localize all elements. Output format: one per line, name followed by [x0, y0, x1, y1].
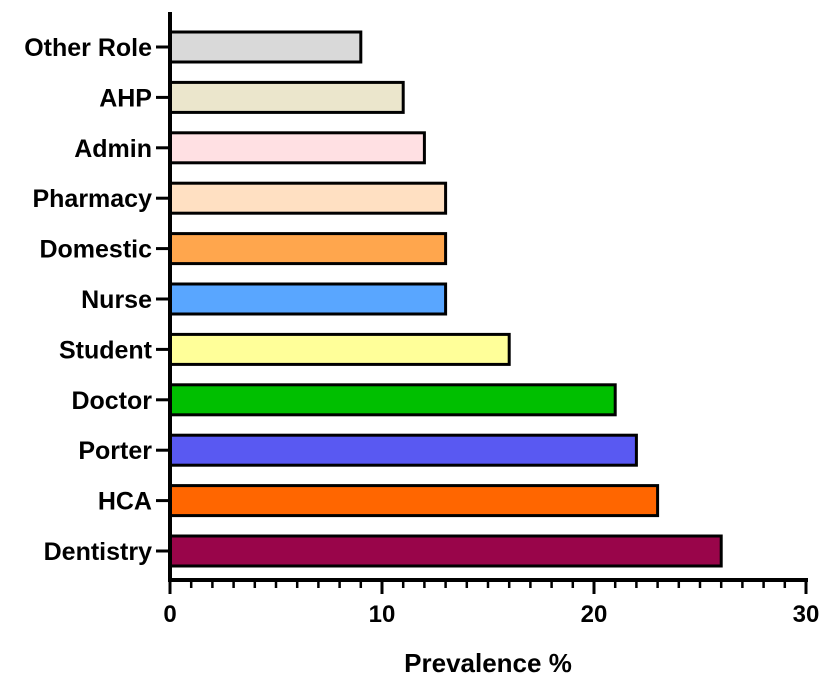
- bar-domestic: [168, 232, 448, 266]
- category-label-admin: Admin: [74, 135, 152, 163]
- bar-doctor: [168, 383, 617, 417]
- bar-nurse: [168, 282, 448, 316]
- category-label-dentistry: Dentistry: [44, 538, 152, 566]
- category-label-pharmacy: Pharmacy: [32, 185, 152, 213]
- bar-dentistry: [168, 534, 723, 568]
- category-label-domestic: Domestic: [39, 236, 152, 264]
- bar-admin: [168, 131, 426, 165]
- x-tick-label-20: 20: [581, 601, 608, 628]
- category-label-ahp: AHP: [99, 84, 152, 112]
- x-tick-label-30: 30: [793, 601, 820, 628]
- category-label-nurse: Nurse: [81, 286, 152, 314]
- bar-ahp: [168, 80, 405, 114]
- labels-layer: Other Role AHP Admin Pharmacy Domestic Nurse S…: [24, 34, 819, 628]
- x-axis-title: Prevalence %: [404, 648, 572, 677]
- bar-pharmacy: [168, 181, 448, 215]
- bars-layer: [168, 30, 723, 568]
- bar-porter: [168, 433, 638, 467]
- category-label-hca: HCA: [98, 488, 152, 516]
- category-label-doctor: Doctor: [71, 387, 152, 415]
- x-tick-label-0: 0: [163, 601, 176, 628]
- axes-layer: [156, 12, 808, 594]
- bar-hca: [168, 484, 660, 518]
- bar-student: [168, 332, 511, 366]
- x-tick-label-10: 10: [369, 601, 396, 628]
- bar-other-role: [168, 30, 363, 64]
- category-label-other-role: Other Role: [24, 34, 152, 62]
- category-label-porter: Porter: [78, 437, 152, 465]
- category-label-student: Student: [59, 336, 153, 364]
